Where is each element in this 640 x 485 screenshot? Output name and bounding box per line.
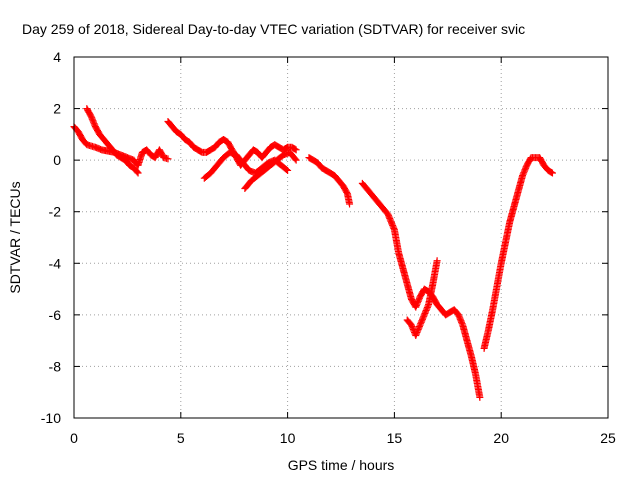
x-tick-label: 25 (600, 430, 616, 446)
data-point-fill (423, 305, 431, 313)
data-point-fill (455, 312, 463, 320)
data-point-fill (412, 302, 420, 310)
y-tick-label: 4 (53, 49, 61, 65)
data-point-fill (521, 166, 529, 174)
data-point (284, 166, 292, 174)
data-point-fill (519, 170, 527, 178)
data-point-fill (89, 117, 97, 125)
data-point (416, 321, 424, 329)
data-point (134, 169, 142, 177)
chart-title: Day 259 of 2018, Sidereal Day-to-day VTE… (22, 21, 525, 37)
y-tick-label: 2 (53, 101, 61, 117)
data-point (433, 257, 441, 265)
data-point (420, 311, 428, 319)
data-point (164, 155, 172, 163)
data-point-fill (456, 315, 464, 323)
data-series-5 (241, 148, 300, 193)
data-point-fill (423, 303, 431, 311)
data-point (346, 200, 354, 208)
data-point-fill (422, 306, 430, 314)
data-point-fill (414, 299, 422, 307)
data-point-fill (414, 327, 422, 335)
x-tick-label: 0 (70, 430, 78, 446)
data-point-fill (456, 314, 464, 322)
data-point-fill (133, 168, 141, 176)
data-series-6 (305, 154, 354, 208)
data-point-fill (413, 329, 421, 337)
data-point (87, 112, 95, 120)
y-tick-label: -10 (41, 410, 61, 426)
data-series-4 (200, 148, 292, 182)
y-tick-label: -2 (49, 204, 62, 220)
x-tick-label: 15 (387, 430, 403, 446)
data-point-fill (88, 114, 96, 122)
data-point-fill (458, 318, 466, 326)
x-tick-label: 5 (177, 430, 185, 446)
data-point-fill (417, 318, 425, 326)
x-tick-label: 20 (493, 430, 509, 446)
data-point-fill (283, 166, 291, 174)
grid-layer (74, 57, 608, 418)
data-point-fill (414, 326, 422, 334)
data-point-fill (422, 308, 430, 316)
data-point-fill (90, 118, 98, 126)
data-point-fill (291, 155, 299, 163)
data-point-fill (90, 120, 98, 128)
data-series-9 (480, 154, 556, 352)
tick-layer: 0 5 10 15 20 25 -10 -8 -6 -4 -2 0 2 4 (41, 49, 616, 446)
y-tick-label: -6 (49, 307, 62, 323)
data-point-fill (408, 323, 416, 331)
data-layer (70, 105, 556, 401)
data-point-fill (291, 145, 299, 153)
data-point (292, 146, 300, 154)
x-axis-label: GPS time / hours (288, 457, 395, 473)
data-point (548, 169, 556, 177)
data-point-fill (418, 315, 426, 323)
data-point-fill (419, 314, 427, 322)
data-point (454, 311, 462, 319)
data-point-fill (547, 168, 555, 176)
data-point-fill (409, 324, 417, 332)
data-point-fill (415, 324, 423, 332)
y-tick-label: 0 (53, 152, 61, 168)
x-tick-label: 10 (280, 430, 296, 446)
data-point-fill (413, 300, 421, 308)
data-point-fill (420, 312, 428, 320)
y-tick-label: -8 (49, 358, 62, 374)
data-series-1 (70, 123, 172, 169)
data-point-fill (414, 297, 422, 305)
data-point-fill (417, 320, 425, 328)
data-series-7 (358, 179, 484, 401)
data-point-fill (412, 330, 420, 338)
data-point (412, 331, 420, 339)
data-point (292, 156, 300, 164)
data-series-2 (83, 105, 142, 177)
data-point-fill (522, 164, 530, 172)
data-point-fill (520, 167, 528, 175)
data-point-fill (88, 115, 96, 123)
data-point-fill (418, 317, 426, 325)
data-point-fill (457, 317, 465, 325)
data-point-fill (424, 302, 432, 310)
data-point (519, 172, 527, 180)
y-tick-label: -4 (49, 255, 62, 271)
data-point-fill (415, 296, 423, 304)
data-point (407, 321, 415, 329)
data-series-8 (403, 257, 441, 339)
plot-frame (73, 56, 609, 419)
data-point-fill (421, 309, 429, 317)
data-point (412, 303, 420, 311)
data-point-fill (415, 323, 423, 331)
data-point (476, 393, 484, 401)
y-axis-label: SDTVAR / TECUs (7, 181, 23, 293)
data-point-fill (520, 169, 528, 177)
